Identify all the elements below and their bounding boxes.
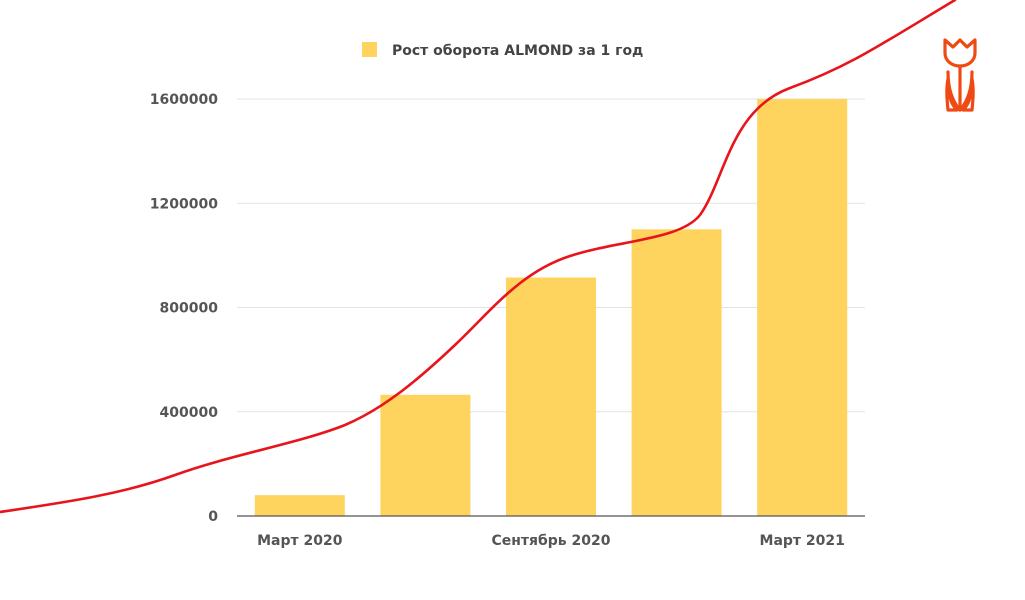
y-axis-ticks: 0 400000 800000 1200000 1600000 — [150, 92, 218, 525]
chart-legend: Рост оборота ALMOND за 1 год — [362, 42, 643, 59]
bar — [757, 99, 848, 516]
growth-curve — [0, 0, 957, 514]
y-tick-label: 800000 — [160, 301, 219, 317]
x-tick-label: Март 2020 — [257, 533, 343, 549]
y-tick-label: 0 — [208, 509, 218, 525]
y-tick-label: 1200000 — [150, 196, 218, 212]
bar — [506, 277, 596, 516]
bar — [254, 495, 345, 516]
x-axis-ticks: Март 2020 Сентябрь 2020 Март 2021 — [257, 533, 845, 549]
tulip-icon — [943, 38, 977, 112]
x-tick-label: Сентябрь 2020 — [491, 533, 610, 549]
bar — [380, 394, 471, 516]
legend-label: Рост оборота ALMOND за 1 год — [392, 43, 643, 59]
legend-swatch — [362, 42, 377, 57]
y-tick-label: 1600000 — [150, 92, 218, 108]
bars — [254, 99, 848, 516]
x-tick-label: Март 2021 — [760, 533, 845, 549]
bar — [631, 229, 722, 516]
y-tick-label: 400000 — [160, 405, 219, 421]
